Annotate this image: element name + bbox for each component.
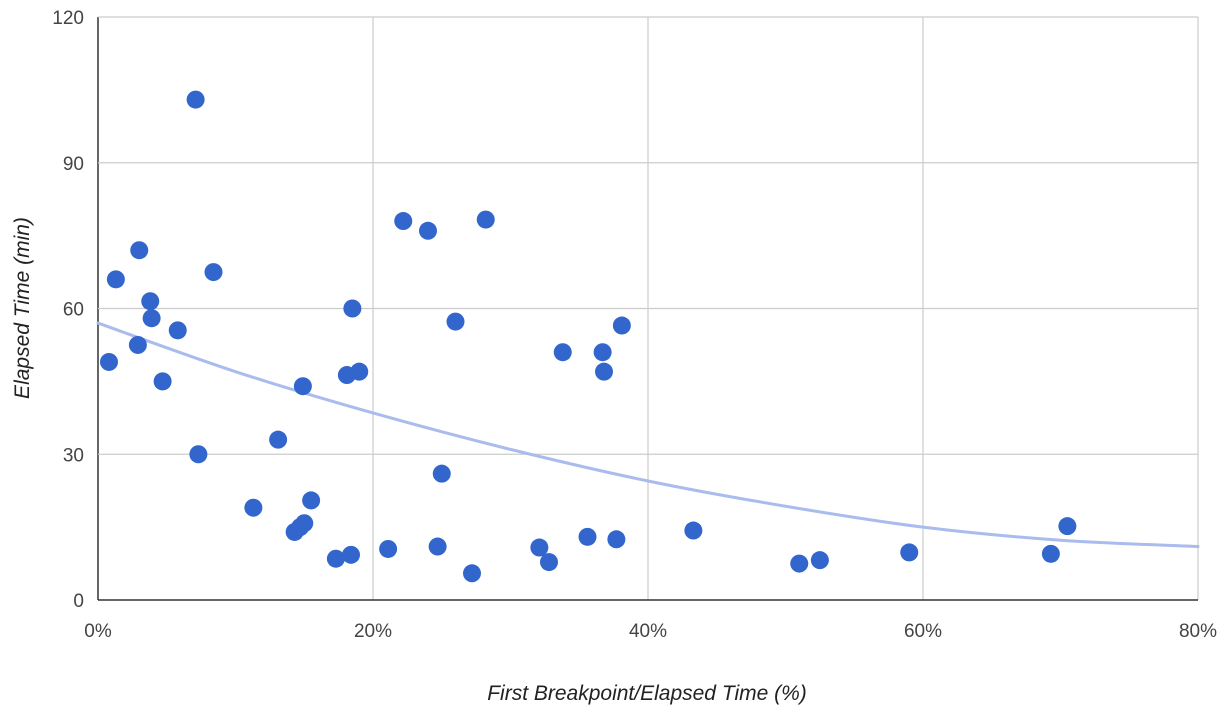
- data-point: [540, 553, 558, 572]
- data-point: [204, 263, 223, 282]
- data-point: [295, 514, 314, 533]
- data-point: [326, 549, 345, 568]
- x-tick-label: 20%: [354, 621, 392, 642]
- y-tick-label: 30: [63, 445, 84, 466]
- data-point: [168, 321, 187, 340]
- data-point: [100, 352, 118, 371]
- data-point: [1058, 517, 1077, 536]
- data-point: [595, 362, 613, 381]
- x-tick-label: 80%: [1179, 621, 1217, 642]
- data-point: [106, 270, 125, 289]
- data-points: [100, 90, 1077, 583]
- data-point: [293, 377, 312, 396]
- data-point: [810, 551, 829, 570]
- data-point: [530, 538, 549, 557]
- data-point: [153, 372, 172, 391]
- data-point: [553, 343, 572, 362]
- data-point: [607, 530, 626, 549]
- data-point: [302, 491, 321, 510]
- data-point: [130, 241, 149, 260]
- x-tick-label: 0%: [84, 621, 112, 642]
- trendline: [96, 321, 1200, 549]
- data-point: [128, 335, 147, 354]
- data-point: [428, 537, 447, 556]
- data-point: [578, 527, 597, 546]
- data-point: [1041, 544, 1060, 563]
- data-point: [463, 564, 481, 583]
- data-point: [379, 539, 398, 558]
- data-point: [342, 545, 360, 564]
- data-point: [269, 430, 288, 449]
- data-point: [394, 212, 413, 231]
- x-tick-label: 60%: [904, 621, 942, 642]
- data-point: [419, 221, 437, 240]
- data-point: [350, 362, 369, 381]
- data-point: [684, 521, 703, 540]
- data-point: [189, 445, 208, 464]
- tick-labels: 0% 20% 40% 60% 80% 0 30 60 90 120: [52, 8, 1217, 642]
- data-point: [593, 343, 612, 362]
- data-point: [900, 543, 919, 562]
- data-point: [446, 312, 465, 331]
- data-point: [343, 299, 362, 318]
- data-point: [476, 210, 495, 229]
- data-point: [244, 498, 263, 517]
- data-point: [141, 292, 160, 311]
- y-tick-label: 0: [73, 591, 84, 612]
- data-point: [432, 464, 451, 483]
- data-point: [142, 309, 161, 328]
- grid: [97, 16, 1199, 601]
- data-point: [612, 316, 631, 335]
- y-tick-label: 60: [63, 300, 84, 321]
- trendline-group: [96, 321, 1200, 549]
- y-axis-title: Elapsed Time (min): [11, 217, 34, 399]
- data-point: [186, 90, 205, 109]
- x-tick-label: 40%: [629, 621, 667, 642]
- x-axis-title: First Breakpoint/Elapsed Time (%): [487, 682, 807, 705]
- y-tick-label: 90: [63, 154, 84, 175]
- y-tick-label: 120: [52, 8, 84, 29]
- data-point: [790, 554, 809, 573]
